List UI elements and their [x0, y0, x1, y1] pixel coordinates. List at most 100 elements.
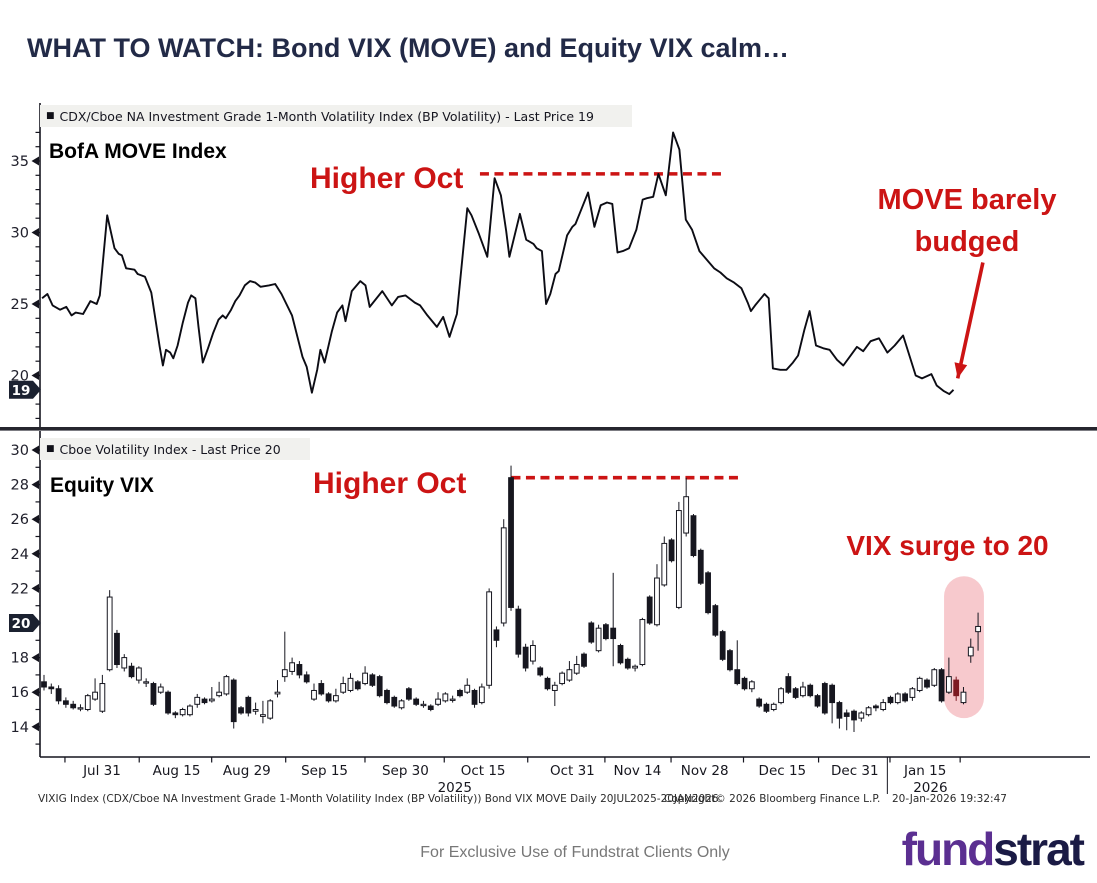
candle-body — [792, 688, 799, 698]
candle-body — [675, 510, 682, 608]
candle-body — [62, 700, 69, 705]
candle-body — [92, 691, 98, 700]
candle-body — [84, 695, 91, 710]
candle-body — [508, 477, 514, 608]
candle-body — [114, 632, 120, 666]
candle-body — [252, 709, 259, 712]
candle-body — [413, 698, 420, 705]
candle-body — [931, 669, 938, 686]
candle-body — [807, 684, 814, 697]
candle-body — [770, 703, 777, 710]
vix-last-price-badge — [9, 614, 41, 632]
candle-body — [814, 695, 821, 707]
candle-body — [858, 712, 865, 719]
candle-body — [70, 703, 77, 709]
x-axis-label: Dec 31 — [831, 763, 879, 779]
candle-body — [646, 596, 653, 624]
candle-body — [960, 691, 967, 704]
logo-fund: fund — [901, 823, 996, 875]
vix-last-price-badge-text: 20 — [12, 616, 31, 632]
candle-body — [77, 707, 84, 710]
annotation-higher-oct-move: Higher Oct — [310, 162, 464, 195]
candle-body — [347, 677, 354, 691]
candle-body — [865, 707, 872, 716]
candle-body — [165, 691, 171, 714]
copyright-text: Copyright© 2026 Bloomberg Finance L.P. — [664, 793, 881, 805]
candle-body — [639, 619, 646, 666]
candle-body — [975, 625, 981, 633]
candle-body — [464, 684, 471, 693]
candle-body — [836, 702, 843, 719]
client-disclaimer: For Exclusive Use of Fundstrat Clients O… — [420, 844, 730, 861]
axis-arrow-icon — [31, 445, 39, 455]
candle-body — [712, 605, 719, 636]
candle-body — [296, 664, 303, 676]
move-legend: ■ CDX/Cboe NA Investment Grade 1-Month V… — [40, 105, 632, 127]
candle-body — [442, 693, 449, 702]
candle-body — [734, 669, 741, 685]
candle-body — [522, 646, 529, 669]
x-axis-label: Aug 15 — [153, 763, 201, 779]
candle-body — [238, 707, 244, 714]
candle-body — [843, 712, 850, 717]
axis-arrow-icon — [31, 722, 39, 732]
candle-body — [208, 698, 215, 702]
candle-body — [800, 686, 806, 697]
candle-body — [880, 702, 887, 711]
logo-strat: strat — [993, 823, 1085, 875]
fundstrat-logo: fundstrat — [901, 822, 1085, 876]
candle-body — [106, 596, 113, 671]
vix-tick-label: 26 — [11, 512, 29, 528]
move-tick-label: 30 — [11, 226, 29, 242]
candle-body — [909, 688, 916, 698]
axis-arrow-icon — [31, 549, 39, 559]
x-axis-label: Aug 29 — [223, 763, 271, 779]
move-last-price-badge-text: 19 — [12, 383, 31, 399]
move-last-price-badge — [9, 380, 41, 399]
candle-body — [624, 658, 631, 669]
candle-body — [187, 705, 193, 716]
candle-body — [515, 608, 522, 655]
panel-divider — [0, 427, 1097, 431]
candle-body — [902, 693, 908, 702]
x-axis-label: Sep 15 — [301, 763, 348, 779]
candle-body — [493, 629, 500, 641]
candle-body — [267, 700, 274, 719]
x-axis-year-label: 2026 — [913, 780, 947, 796]
candle-body — [756, 698, 763, 707]
vix-tick-label: 14 — [11, 720, 29, 736]
candle-body — [384, 689, 390, 704]
candle-body — [683, 496, 690, 534]
vix-tick-label: 28 — [11, 478, 29, 494]
axis-arrow-icon — [31, 583, 39, 593]
candle-body — [690, 515, 697, 557]
annotation-move-barely-budged: MOVE barely budged — [877, 184, 1057, 259]
candle-body — [281, 669, 288, 678]
candle-body — [332, 695, 339, 702]
annotation-arrowhead-icon — [954, 362, 968, 379]
axis-arrow-icon — [31, 371, 39, 380]
vix-tick-label: 16 — [11, 685, 29, 701]
candle-body — [157, 686, 164, 693]
candle-body — [654, 577, 660, 626]
candle-body — [318, 683, 325, 695]
x-axis-label: Jul 31 — [82, 763, 121, 779]
candle-body — [143, 681, 150, 684]
candle-body — [121, 657, 128, 669]
candle-body — [194, 696, 201, 705]
candle-body — [435, 698, 441, 705]
candle-body — [581, 653, 587, 667]
candle-body — [551, 684, 558, 691]
axis-arrow-icon — [31, 228, 39, 237]
legend-square-icon: ■ — [46, 444, 55, 454]
candle-body — [851, 710, 857, 721]
candle-body — [55, 688, 62, 702]
candle-body — [632, 665, 638, 669]
move-tick-label: 25 — [11, 297, 29, 313]
candle-body — [953, 679, 960, 697]
candle-body — [245, 696, 252, 714]
annotation-vix-surge: VIX surge to 20 — [846, 530, 1049, 561]
candle-body — [705, 572, 711, 614]
candle-body — [216, 691, 223, 697]
candle-body — [486, 591, 493, 686]
